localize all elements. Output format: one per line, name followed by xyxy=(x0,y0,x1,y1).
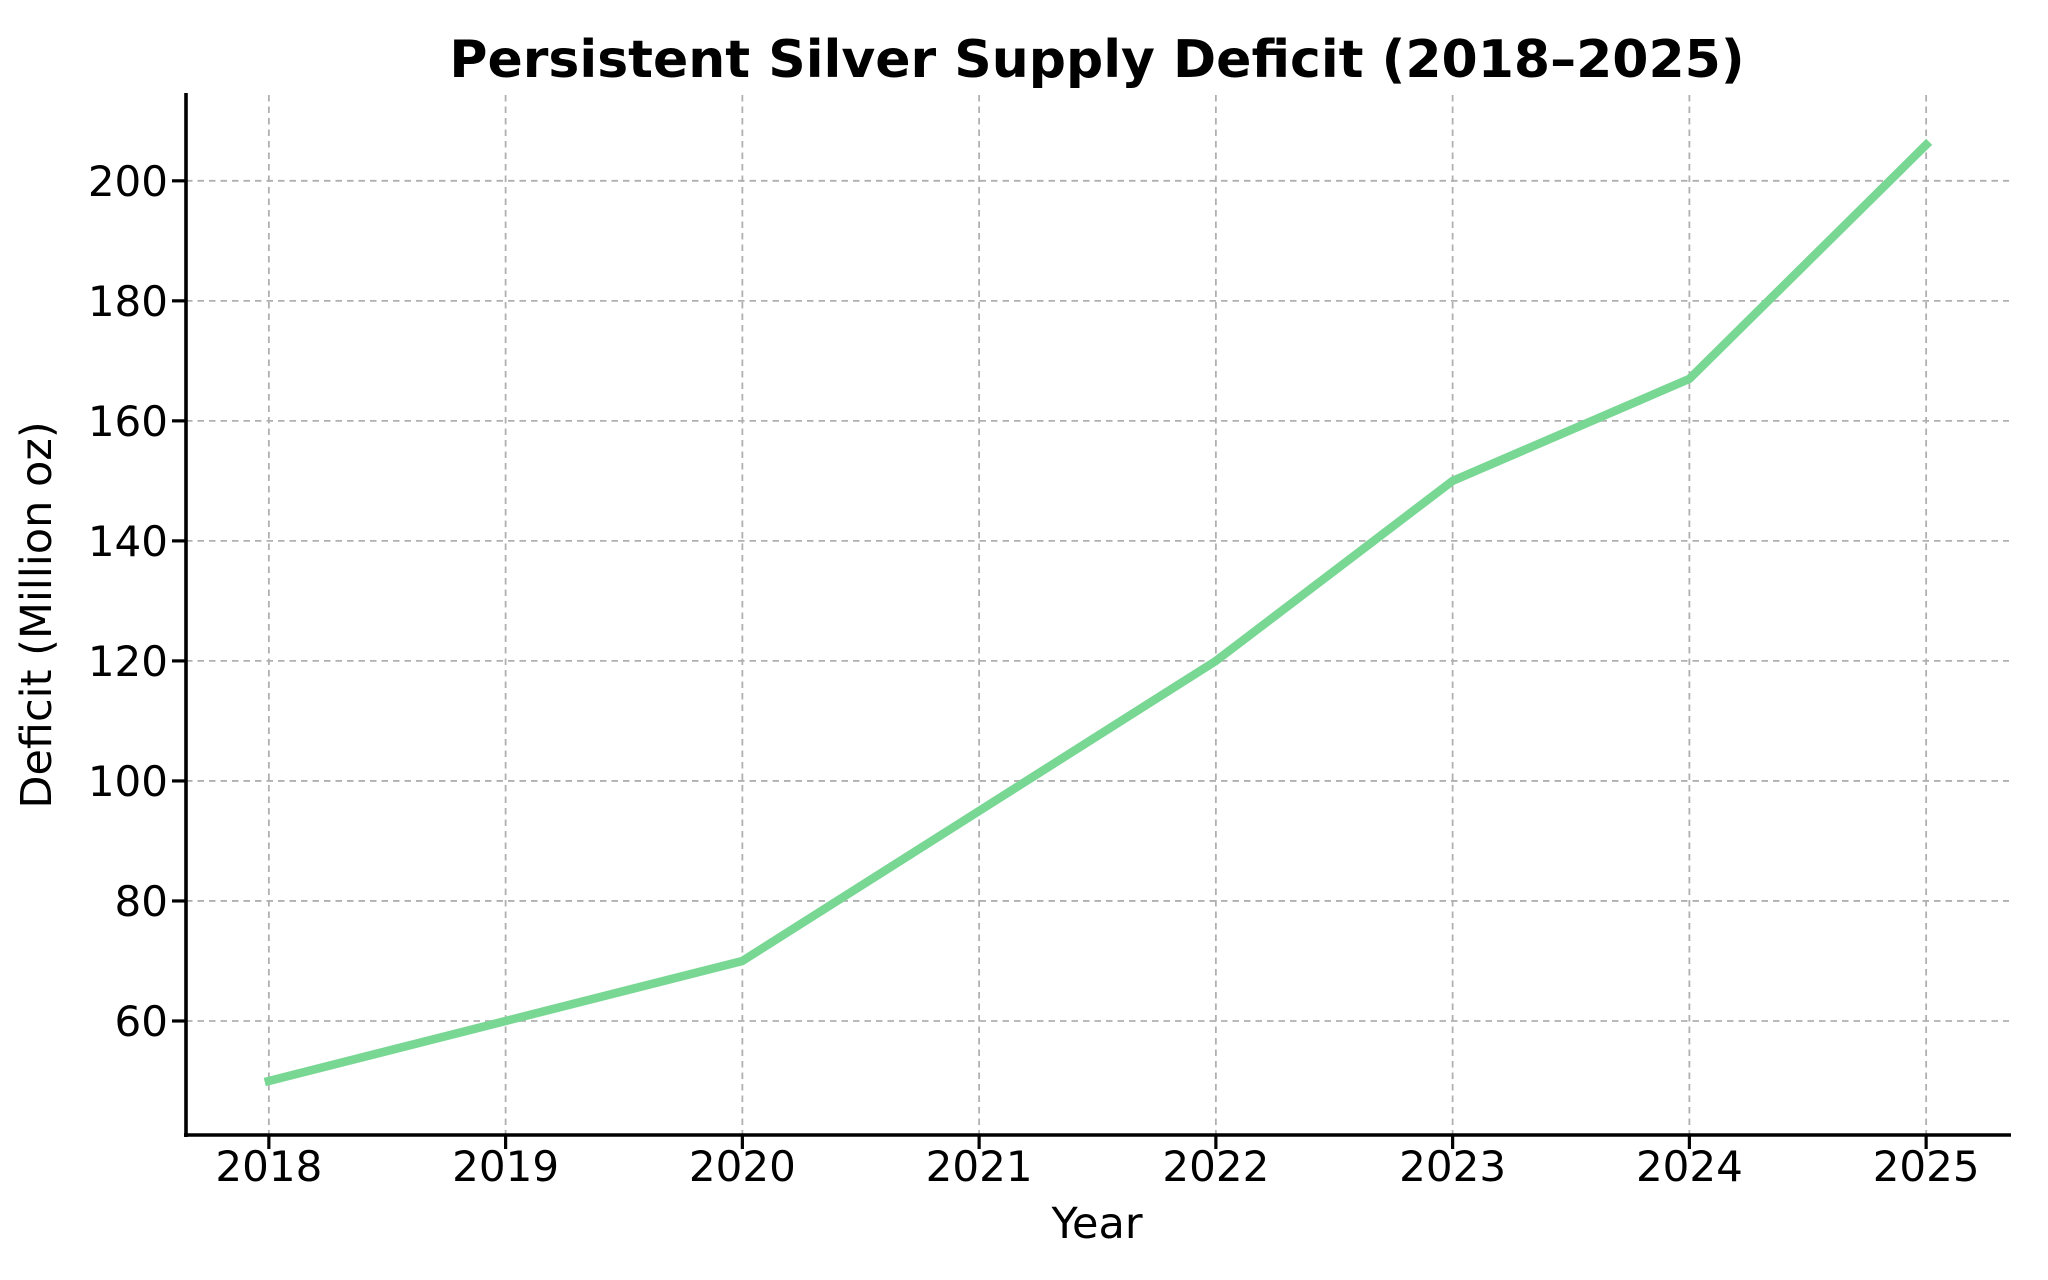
gridlines xyxy=(186,95,2009,1135)
y-tick-label: 60 xyxy=(115,997,168,1046)
x-tick-label: 2025 xyxy=(1873,1142,1980,1191)
y-tick-label: 200 xyxy=(88,157,168,206)
y-tick-label: 160 xyxy=(88,397,168,446)
x-axis-label: Year xyxy=(1050,1199,1142,1249)
y-tick-label: 80 xyxy=(115,877,168,926)
x-tick-label: 2018 xyxy=(215,1142,322,1191)
y-axis-label: Deficit (Million oz) xyxy=(12,421,62,808)
x-tick-label: 2023 xyxy=(1399,1142,1506,1191)
y-tick-label: 140 xyxy=(88,517,168,566)
x-tick-label: 2022 xyxy=(1162,1142,1269,1191)
tick-marks xyxy=(172,179,1928,1149)
y-tick-labels: 60 80 100 120 140 160 180 200 xyxy=(88,157,168,1046)
x-tick-labels: 2018 2019 2020 2021 2022 2023 2024 2025 xyxy=(215,1142,1979,1191)
x-tick-label: 2021 xyxy=(926,1142,1033,1191)
axes-spines xyxy=(184,93,2011,1137)
x-tick-label: 2020 xyxy=(689,1142,796,1191)
y-tick-label: 180 xyxy=(88,277,168,326)
x-tick-label: 2019 xyxy=(452,1142,559,1191)
deficit-line xyxy=(263,138,1933,1087)
y-tick-label: 120 xyxy=(88,637,168,686)
chart-title: Persistent Silver Supply Deficit (2018–2… xyxy=(449,30,1744,90)
y-tick-label: 100 xyxy=(88,757,168,806)
x-tick-label: 2024 xyxy=(1636,1142,1743,1191)
